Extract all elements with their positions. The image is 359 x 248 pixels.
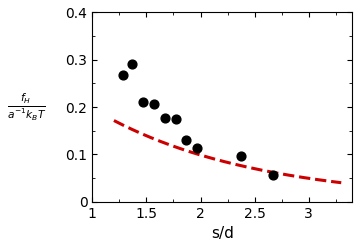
Point — [120, 73, 126, 77]
Point — [130, 62, 135, 66]
Point — [183, 138, 189, 142]
Point — [173, 117, 178, 121]
Point — [162, 116, 168, 120]
Point — [151, 102, 157, 106]
Point — [140, 100, 146, 104]
X-axis label: s/d: s/d — [211, 226, 234, 241]
Point — [195, 146, 200, 150]
Point — [270, 173, 276, 177]
Y-axis label: $\frac{f_H}{a^{-1}k_BT}$: $\frac{f_H}{a^{-1}k_BT}$ — [7, 92, 46, 123]
Point — [238, 154, 243, 158]
